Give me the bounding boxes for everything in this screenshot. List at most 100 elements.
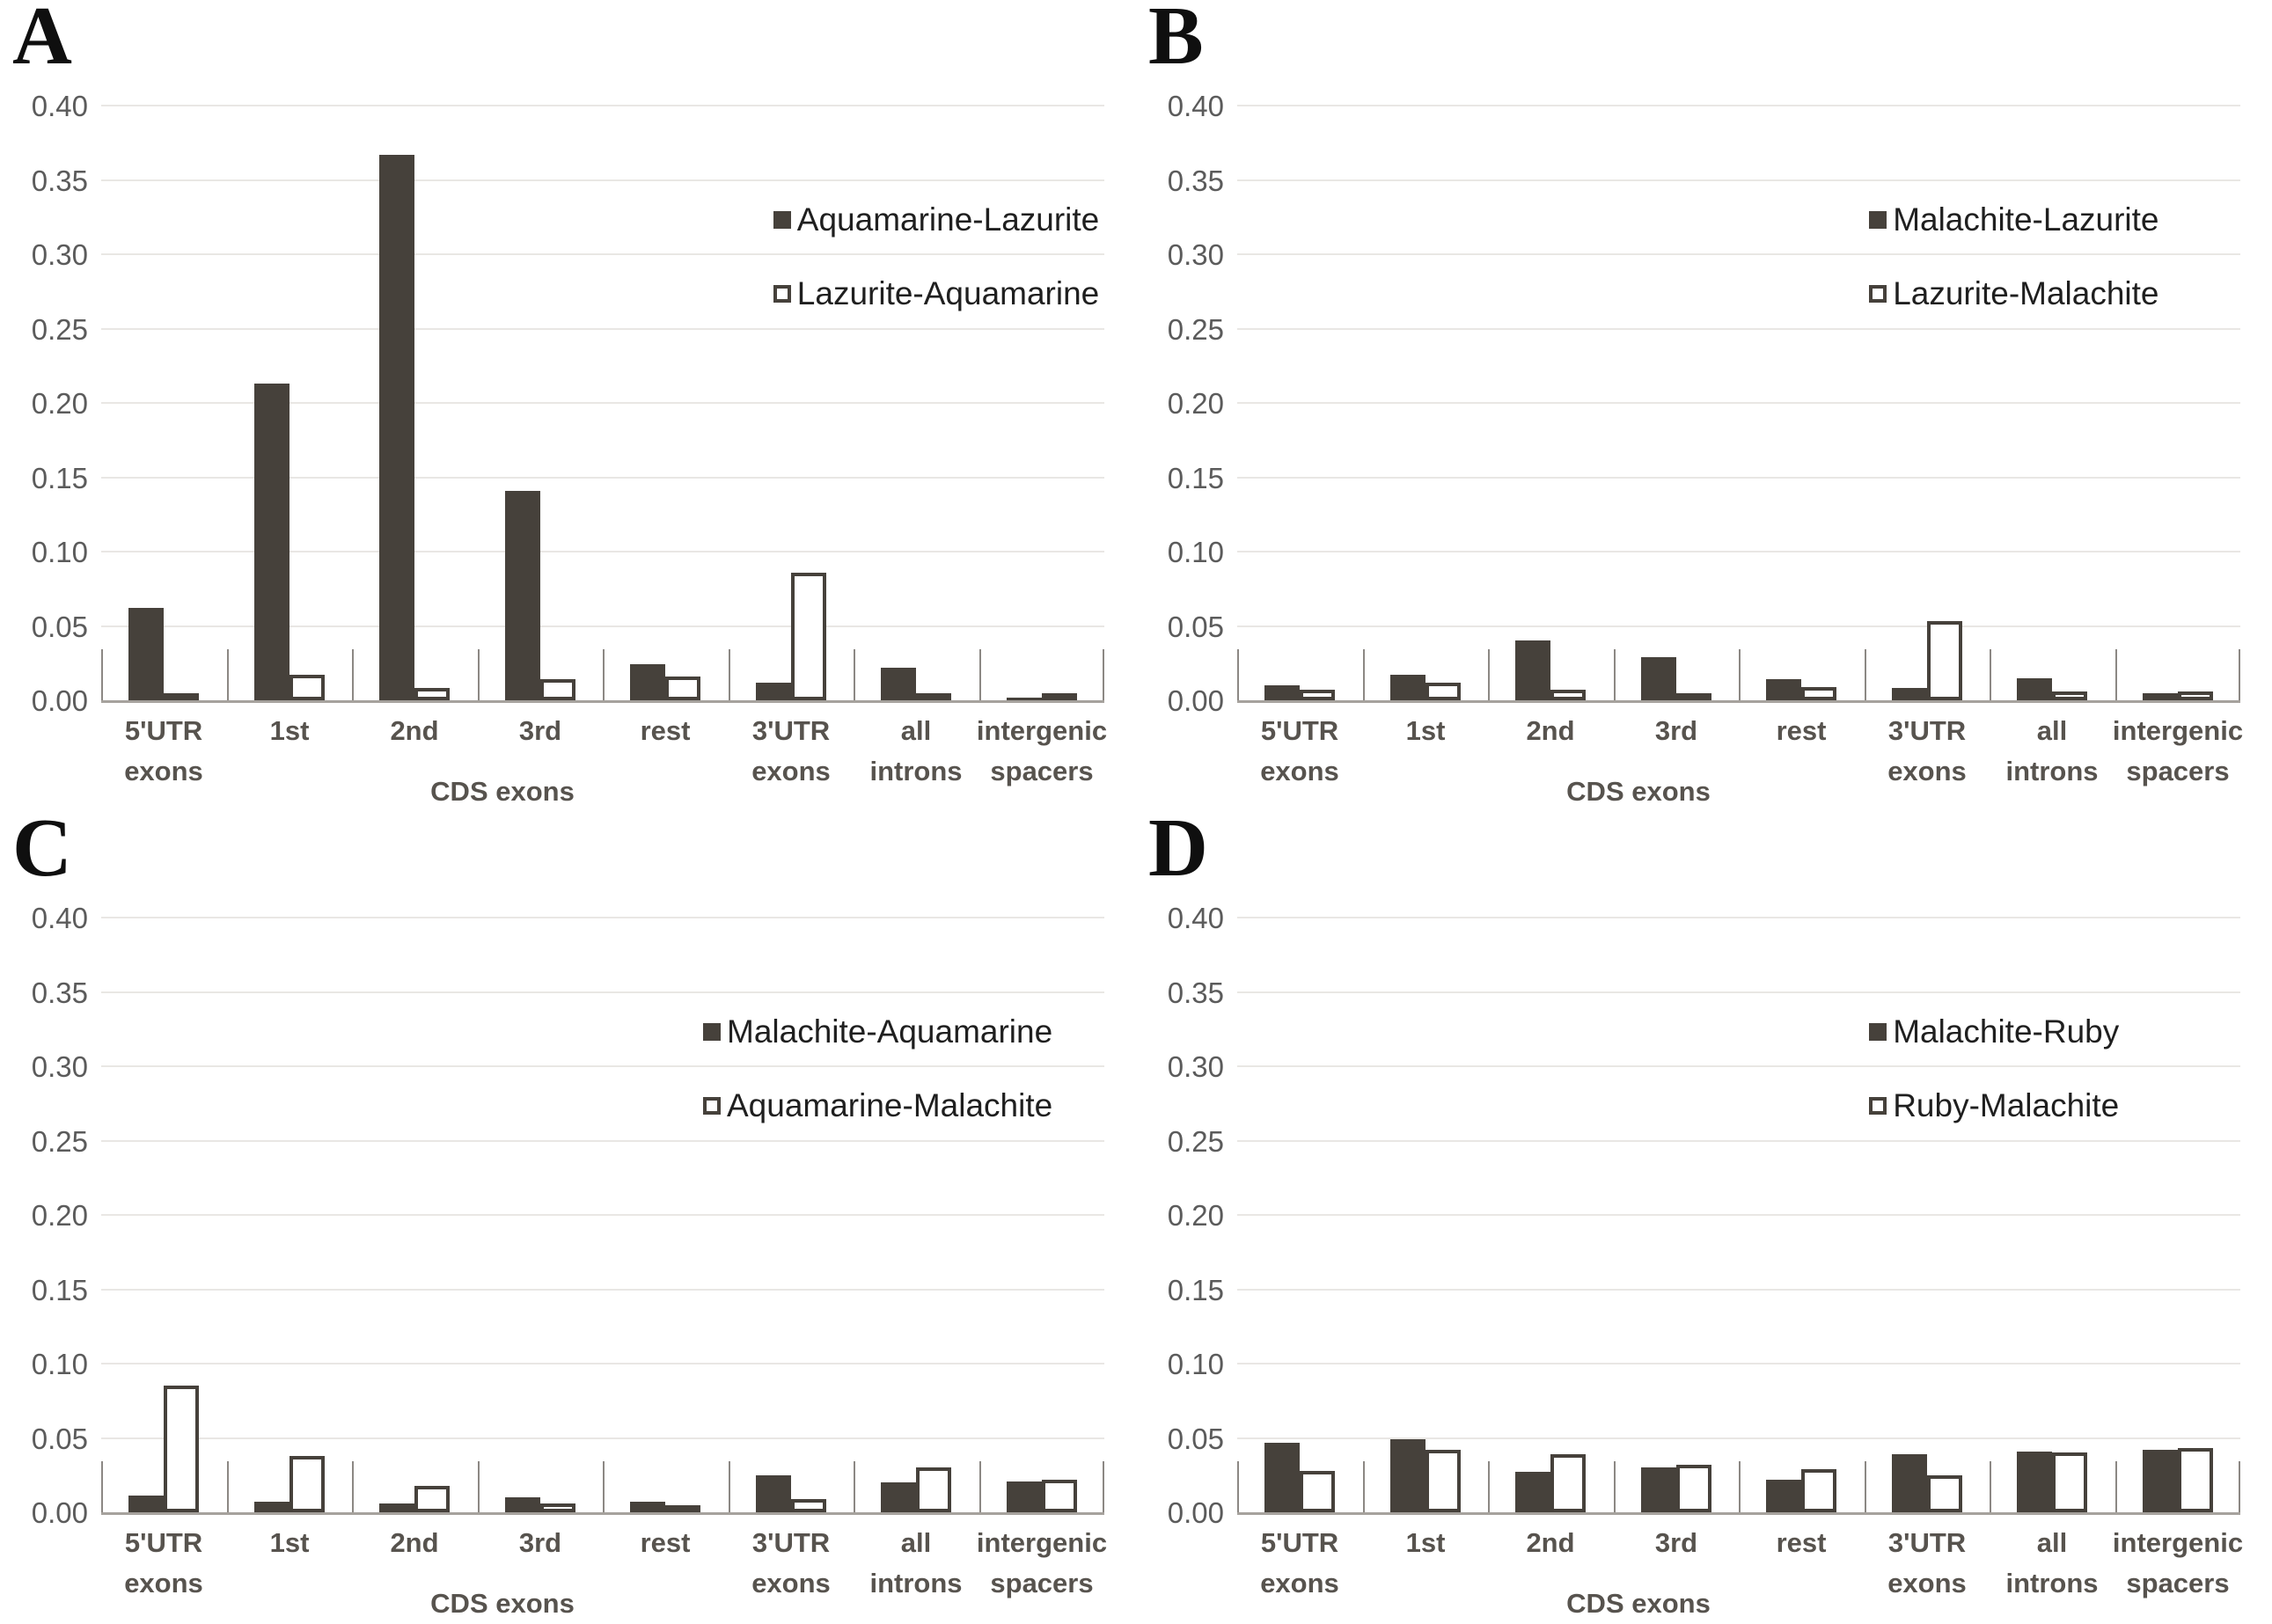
legend-label: Lazurite-Aquamarine [796,275,1100,311]
category-tick [101,1461,103,1512]
category-label: 3'UTR exons [697,711,885,792]
bar-filled [630,664,665,700]
category-label-line: 5'UTR [1260,1527,1339,1558]
category-label-line: 5'UTR [124,1527,203,1558]
bar-outlined [1425,682,1461,700]
gridline [101,917,1104,918]
bar-outlined [1300,690,1335,700]
category-tick [603,1461,605,1512]
category-label: intergenic spacers [948,711,1136,792]
bar-outlined [164,1386,199,1512]
category-label: intergenic spacers [2084,711,2272,792]
category-label-line: 1st [1405,1527,1446,1558]
gridline [101,625,1104,627]
category-label: 2nd [320,711,509,751]
category-tick [1990,1461,1991,1512]
category-tick [101,649,103,700]
category-label-line: 3'UTR [1887,1527,1967,1558]
category-tick [1237,1461,1239,1512]
bar-outlined [1550,690,1586,700]
category-tick [1990,649,1991,700]
category-label-line: exons [1887,756,1967,786]
category-label: 1st [195,1523,384,1563]
gridline [1237,625,2240,627]
legend-label: Malachite-Ruby [1893,1013,2120,1050]
bar-outlined [414,1485,450,1512]
bar-outlined [1927,621,1962,700]
category-label-line: intergenic [976,1527,1108,1558]
category-tick [1739,1461,1741,1512]
panel-c: C Malachite-Aquamarine Aquamarine-Malachi… [0,802,1136,1624]
category-label: 5'UTR exons [1206,711,1394,792]
category-tick [1614,1461,1616,1512]
legend-item: Malachite-Aquamarine [703,995,1052,1069]
gridline [1237,991,2240,993]
bar-filled [756,682,791,700]
category-label: 3rd [1582,711,1770,751]
category-tick [729,649,730,700]
gridline [101,1065,1104,1067]
bar-filled [379,154,414,700]
bar-chart-a: Aquamarine-Lazurite Lazurite-Aquamarine 0.… [0,0,1136,812]
gridline [101,991,1104,993]
bar-filled [2017,677,2052,700]
y-axis-tick-label: 0.05 [1167,1422,1224,1455]
y-axis-tick-label: 0.30 [1167,238,1224,271]
category-label-line: exons [1887,1568,1967,1598]
category-label-line: 5'UTR [124,715,203,746]
legend-swatch-filled-icon [1869,1023,1887,1041]
plot-area: Aquamarine-Lazurite Lazurite-Aquamarine [101,105,1104,703]
category-tick [352,649,354,700]
y-axis-tick-label: 0.20 [1167,387,1224,420]
legend: Malachite-Lazurite Lazurite-Malachite [1869,183,2159,331]
y-axis-tick-label: 0.10 [1167,536,1224,568]
category-tick [227,1461,229,1512]
y-axis-tick-label: 0.00 [1167,1496,1224,1529]
legend-swatch-filled-icon [773,211,791,229]
y-axis-tick-label: 0.25 [31,312,88,346]
y-axis-tick-label: 0.30 [1167,1050,1224,1083]
category-label-line: exons [1260,756,1339,786]
category-tick [1488,649,1490,700]
panel-letter-c: C [12,802,72,894]
gridline [1237,1437,2240,1439]
y-axis-tick-label: 0.00 [31,684,88,717]
category-label-line: 3'UTR [1887,715,1967,746]
bar-outlined [1927,1474,1962,1512]
gridline [1237,476,2240,479]
bar-filled [128,1496,164,1512]
category-label-line: 3'UTR [751,1527,831,1558]
category-label: 2nd [320,1523,509,1563]
y-axis-tick-label: 0.30 [31,238,88,271]
bar-outlined [540,679,575,700]
category-tick [1739,649,1741,700]
category-tick [1363,1461,1365,1512]
bar-filled [1766,679,1801,700]
category-tick [2239,649,2240,700]
category-label: all introns [822,711,1010,792]
x-axis-line [1237,1512,2240,1515]
y-axis-tick-label: 0.25 [31,1124,88,1158]
bar-outlined [791,1498,826,1512]
legend-item: Aquamarine-Malachite [703,1069,1052,1143]
category-label-line: introns [869,1568,963,1598]
category-label-line: rest [1776,1527,1827,1558]
bar-filled [1641,657,1676,700]
bar-outlined [1801,1469,1836,1512]
x-axis-line [1237,700,2240,703]
y-axis-tick-label: 0.25 [1167,1124,1224,1158]
bar-filled [379,1503,414,1512]
legend-item: Malachite-Ruby [1869,995,2119,1069]
y-axis-tick-label: 0.05 [31,610,88,643]
legend: Malachite-Aquamarine Aquamarine-Malachite [703,995,1052,1143]
category-label: all introns [822,1523,1010,1604]
category-label-line: rest [1776,715,1827,746]
gridline [1237,1288,2240,1291]
category-tick [2115,649,2117,700]
category-label-line: 3rd [1654,715,1698,746]
bar-outlined [1300,1470,1335,1512]
category-tick [1103,1461,1104,1512]
bar-filled [2017,1451,2052,1512]
category-label: 5'UTR exons [70,711,258,792]
bar-outlined [289,1455,325,1512]
